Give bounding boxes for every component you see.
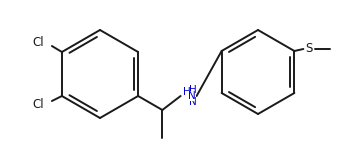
Text: S: S	[306, 43, 313, 55]
Text: H
N: H N	[189, 85, 196, 107]
Text: Cl: Cl	[32, 97, 44, 111]
Text: Cl: Cl	[32, 36, 44, 48]
Text: H: H	[183, 87, 191, 97]
Text: N: N	[188, 91, 196, 101]
